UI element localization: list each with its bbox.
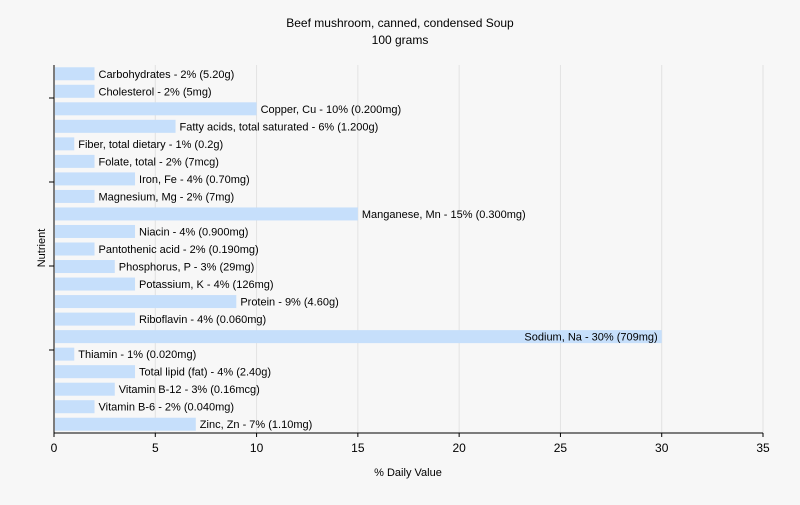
bar-data-label: Protein - 9% (4.60g) — [240, 297, 338, 309]
x-tick-label: 15 — [351, 441, 365, 455]
bar — [55, 137, 75, 151]
bar — [55, 312, 136, 326]
bar-data-label: Carbohydrates - 2% (5.20g) — [99, 69, 235, 81]
bar — [55, 277, 136, 291]
bar-data-label: Iron, Fe - 4% (0.70mg) — [139, 174, 250, 186]
bar-data-label: Niacin - 4% (0.900mg) — [139, 226, 248, 238]
bars: Carbohydrates - 2% (5.20g) Cholesterol - … — [55, 67, 662, 431]
bar — [55, 207, 358, 221]
bar — [55, 242, 95, 256]
x-tick-label: 0 — [51, 441, 58, 455]
x-tick-label: 30 — [655, 441, 669, 455]
bar — [55, 365, 136, 379]
bar — [55, 119, 176, 133]
bar-data-label: Potassium, K - 4% (126mg) — [139, 279, 274, 291]
bar-data-label: Folate, total - 2% (7mcg) — [99, 156, 219, 168]
bar-data-label: Total lipid (fat) - 4% (2.40g) — [139, 367, 271, 379]
bar — [55, 84, 95, 98]
bar-data-label: Fiber, total dietary - 1% (0.2g) — [78, 139, 223, 151]
x-axis-label: % Daily Value — [374, 467, 442, 479]
bar — [55, 347, 75, 361]
bar-data-label: Sodium, Na - 30% (709mg) — [524, 332, 657, 344]
bar-data-label: Vitamin B-6 - 2% (0.040mg) — [99, 402, 235, 414]
x-tick-label: 35 — [756, 441, 770, 455]
x-tick-label: 5 — [152, 441, 159, 455]
bar — [55, 154, 95, 168]
bar-data-label: Fatty acids, total saturated - 6% (1.200… — [180, 121, 379, 133]
bar-data-label: Magnesium, Mg - 2% (7mg) — [99, 191, 235, 203]
bar — [55, 260, 115, 274]
axes: 0 5 10 15 20 25 30 35 — [49, 65, 770, 455]
bar — [55, 417, 196, 431]
bar — [55, 295, 237, 309]
bar-data-label: Pantothenic acid - 2% (0.190mg) — [99, 244, 259, 256]
bar — [55, 67, 95, 81]
bar — [55, 189, 95, 203]
x-tick-label: 10 — [250, 441, 264, 455]
bar — [55, 102, 257, 116]
bar — [55, 382, 115, 396]
bar-data-label: Zinc, Zn - 7% (1.10mg) — [200, 419, 312, 431]
chart-subtitle: 100 grams — [372, 33, 429, 47]
bar-data-label: Phosphorus, P - 3% (29mg) — [119, 262, 255, 274]
bar-data-label: Cholesterol - 2% (5mg) — [99, 86, 212, 98]
bar — [55, 172, 136, 186]
grid-lines — [154, 65, 764, 433]
bar — [55, 224, 136, 238]
bar-data-label: Vitamin B-12 - 3% (0.16mcg) — [119, 384, 260, 396]
bar — [55, 400, 95, 414]
bar-data-label: Manganese, Mn - 15% (0.300mg) — [362, 209, 526, 221]
bar-data-label: Riboflavin - 4% (0.060mg) — [139, 314, 266, 326]
y-axis-label: Nutrient — [36, 229, 48, 268]
bar-data-label: Thiamin - 1% (0.020mg) — [78, 349, 196, 361]
chart-title: Beef mushroom, canned, condensed Soup — [286, 16, 514, 30]
bar — [55, 330, 662, 344]
x-tick-label: 25 — [554, 441, 568, 455]
bar-data-label: Copper, Cu - 10% (0.200mg) — [261, 104, 402, 116]
x-tick-label: 20 — [452, 441, 466, 455]
